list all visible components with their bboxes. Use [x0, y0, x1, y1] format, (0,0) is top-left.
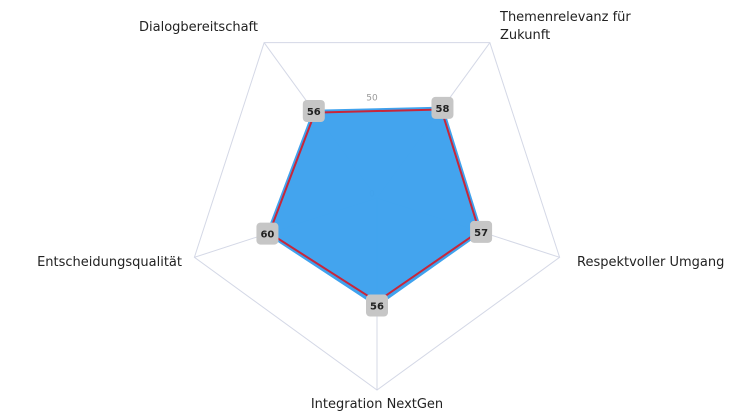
category-label: Entscheidungsqualität	[37, 255, 182, 270]
value-label-text: 57	[474, 228, 488, 239]
value-label: 57	[470, 220, 493, 243]
value-label-box	[366, 294, 388, 317]
value-label-text: 56	[370, 302, 384, 313]
value-label-text: 60	[260, 230, 274, 241]
value-label-box	[256, 222, 279, 245]
value-label-text: 58	[435, 104, 449, 115]
tick-label: 50	[366, 94, 378, 104]
value-label: 58	[431, 96, 454, 119]
value-label-text: 56	[307, 107, 321, 118]
category-label: Themenrelevanz für Zukunft	[500, 10, 631, 43]
value-label: 56	[302, 100, 325, 123]
category-label: Dialogbereitschaft	[139, 20, 258, 35]
value-label: 56	[366, 294, 388, 317]
value-label-box	[431, 96, 454, 119]
radar-frame	[193, 42, 561, 391]
value-label: 60	[256, 222, 279, 245]
series-area	[268, 108, 481, 303]
category-label: Respektvoller Umgang	[577, 255, 725, 270]
series-area	[265, 106, 483, 308]
value-label-box	[470, 220, 493, 243]
value-label-box	[302, 100, 325, 123]
category-label: Integration NextGen	[310, 397, 444, 412]
